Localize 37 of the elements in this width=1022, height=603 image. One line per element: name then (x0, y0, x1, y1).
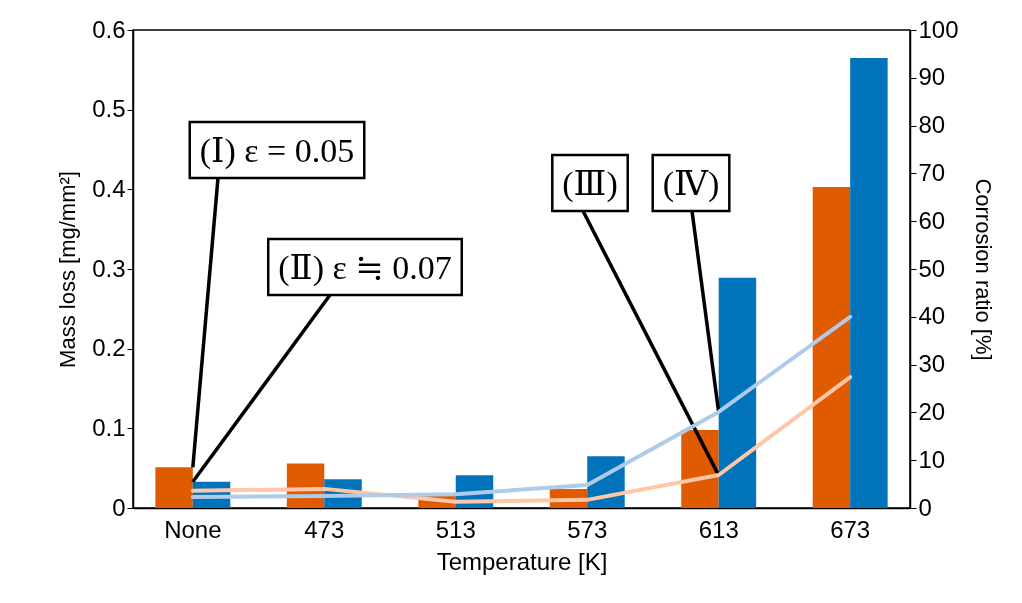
x-tick-label: 573 (567, 515, 608, 543)
y2-tick-label: 100 (918, 15, 959, 43)
y2-tick-label: 90 (918, 63, 946, 91)
y-tick-label: 0.6 (92, 15, 126, 43)
annotation: (Ⅳ) (662, 165, 720, 203)
y-tick-label: 0.5 (92, 95, 126, 123)
y2-tick-label: 60 (918, 206, 946, 234)
x-tick-label: 673 (830, 515, 871, 543)
bar (850, 57, 888, 508)
bar (718, 277, 757, 508)
line-series (190, 314, 853, 500)
y-tick-label: 0.1 (92, 413, 126, 441)
annotation: (Ⅲ) (562, 165, 618, 203)
y2-tick-label: 30 (918, 350, 946, 378)
y2-tick-label: 80 (918, 111, 946, 139)
y-tick-label: 0.3 (92, 254, 126, 282)
x-tick-label: 613 (698, 515, 739, 543)
line-series (190, 375, 853, 504)
annotation: (Ⅰ) ε = 0.05 (199, 132, 355, 170)
y2-tick-label: 10 (918, 445, 946, 473)
bar (155, 467, 193, 508)
y2-tick-label: 20 (918, 397, 946, 425)
y2-axis-title: Corrosion ratio [%] (970, 178, 996, 361)
x-tick-label: 513 (435, 515, 476, 543)
x-tick-label: None (164, 515, 222, 543)
y2-tick-label: 50 (918, 254, 946, 282)
y2-tick-label: 70 (918, 158, 946, 186)
bar (812, 186, 851, 508)
x-tick-label: 473 (304, 515, 345, 543)
y2-tick-label: 40 (918, 302, 946, 330)
annotation: (Ⅱ) ε ≒ 0.07 (278, 249, 452, 287)
y-tick-label: 0.2 (92, 334, 126, 362)
y-tick-label: 0 (112, 493, 126, 521)
x-axis-title: Temperature [K] (436, 547, 608, 575)
y2-tick-label: 0 (918, 493, 932, 521)
y-axis-title: Mass loss [mg/mm²] (55, 171, 81, 368)
y-tick-label: 0.4 (92, 174, 126, 202)
